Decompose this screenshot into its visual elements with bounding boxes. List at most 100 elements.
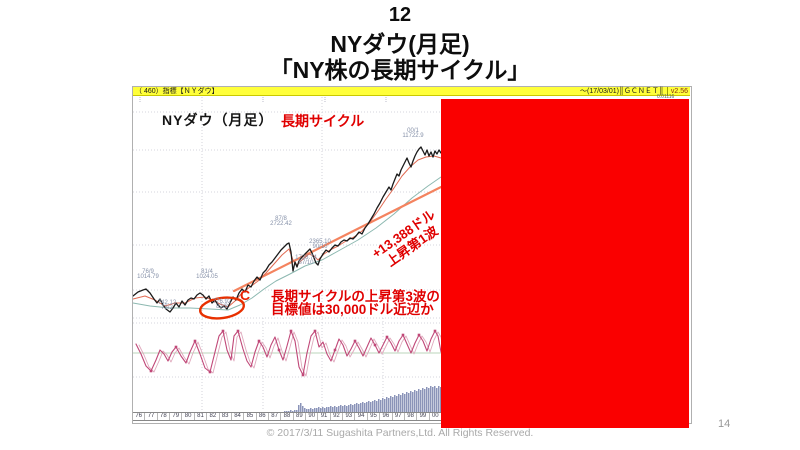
x-axis-year: 85 — [244, 413, 257, 420]
volume-bar — [314, 408, 316, 412]
volume-bar — [416, 391, 418, 412]
oscillator-marker — [257, 339, 261, 343]
volume-bar — [378, 399, 380, 412]
volume-bar — [364, 403, 366, 412]
volume-bar — [420, 390, 422, 412]
volume-bar — [428, 388, 430, 412]
volume-bar — [408, 393, 410, 412]
oscillator-marker — [221, 329, 225, 333]
volume-bar — [412, 392, 414, 412]
x-axis-year: 82 — [207, 413, 220, 420]
volume-bar — [358, 404, 360, 412]
oscillator-marker — [236, 329, 240, 333]
oscillator-marker — [353, 339, 357, 343]
wave3-target-line2: 目標値は30,000ドル近辺か — [271, 301, 434, 317]
volume-bar — [342, 406, 344, 412]
volume-bar — [288, 411, 290, 412]
point-label-1990-low: 2365.10 90/10 — [309, 239, 331, 250]
volume-bar — [366, 402, 368, 412]
oscillator-signal-line — [138, 331, 445, 377]
volume-bar — [400, 395, 402, 412]
volume-bar — [338, 406, 340, 412]
volume-bar — [374, 400, 376, 412]
volume-bar — [380, 400, 382, 412]
volume-bar — [362, 402, 364, 412]
volume-bar — [322, 407, 324, 412]
volume-bar — [376, 401, 378, 412]
oscillator-line — [135, 330, 442, 376]
x-axis-year: 98 — [405, 413, 418, 420]
cycle-bottom-ellipse — [198, 296, 246, 320]
volume-bar — [418, 389, 420, 412]
volume-bar — [334, 406, 336, 412]
x-axis-year: 88 — [281, 413, 294, 420]
volume-bar — [310, 408, 312, 412]
volume-bar — [326, 407, 328, 412]
volume-bar — [360, 403, 362, 412]
volume-bar — [300, 403, 302, 412]
page-number: 14 — [718, 418, 731, 430]
point-label-1978-low: 742.12 78/2 — [157, 300, 177, 311]
x-axis-year: 81 — [195, 413, 208, 420]
oscillator-marker — [174, 345, 178, 349]
volume-bar — [426, 387, 428, 412]
volume-bar — [336, 407, 338, 412]
teal-moving-average — [133, 176, 442, 311]
volume-bar — [438, 386, 440, 412]
volume-bar — [320, 408, 322, 412]
volume-bar — [424, 389, 426, 412]
volume-bar — [286, 411, 288, 412]
volume-bar — [398, 394, 400, 412]
oscillator-marker — [277, 348, 281, 352]
volume-bar — [306, 409, 308, 412]
volume-bar — [392, 397, 394, 412]
chart-title-bar-date-source: ～(17/03/01)║ＧＣＮＥＴ║ — [580, 87, 664, 95]
volume-bar — [352, 405, 354, 412]
volume-bar — [430, 386, 432, 412]
volume-bar — [436, 388, 438, 412]
volume-bar — [344, 405, 346, 412]
oscillator-marker — [208, 370, 212, 374]
copyright-text: © 2017/3/11 Sugashita Partners,Ltd. All … — [266, 427, 534, 439]
volume-bar — [382, 398, 384, 412]
x-axis-year: 79 — [170, 413, 183, 420]
volume-bar — [340, 405, 342, 412]
oscillator-marker — [417, 333, 421, 337]
wave3-target-line1: 長期サイクルの上昇第3波の — [271, 289, 440, 304]
volume-bar — [350, 404, 352, 412]
volume-bar — [434, 386, 436, 412]
point-label-1987-high: 87/8 2722.42 — [270, 216, 292, 227]
wave3-target-annotation: 長期サイクルの上昇第3波の 目標値は30,000ドル近辺か — [271, 289, 440, 317]
oscillator-marker — [149, 369, 153, 373]
volume-bar — [296, 410, 298, 412]
volume-bar — [328, 407, 330, 412]
volume-bar — [324, 408, 326, 412]
volume-bar — [410, 391, 412, 412]
x-axis-year: 96 — [380, 413, 393, 420]
volume-bar — [316, 408, 318, 412]
oscillator-marker — [301, 373, 305, 377]
red-redaction-overlay — [441, 99, 689, 428]
volume-bar — [402, 393, 404, 412]
partially-hidden-value-text: 0.01116 — [657, 94, 675, 100]
volume-bar — [440, 387, 442, 412]
x-axis-year: 90 — [306, 413, 319, 420]
volume-bar — [292, 411, 294, 412]
volume-bar — [298, 405, 300, 412]
x-axis-year-strip: 76 77 78 79 80 81 82 83 84 85 86 87 88 89 90 91 92 93 94 95… — [133, 412, 442, 421]
cycle-point-c-label: C — [240, 287, 251, 303]
point-label-2000-peak: 00/1 11722.9 — [402, 128, 424, 139]
volume-bar — [386, 397, 388, 412]
volume-bar — [368, 401, 370, 412]
series-name-label: NYダウ（月足） — [162, 112, 274, 128]
volume-bar — [284, 411, 286, 412]
volume-bar — [346, 406, 348, 412]
volume-bar — [356, 403, 358, 412]
volume-bar — [370, 402, 372, 412]
x-axis-year: 84 — [232, 413, 245, 420]
oscillator-marker — [385, 335, 389, 339]
slide-title-line1: NYダウ(月足) — [330, 31, 470, 57]
oscillator-marker — [193, 339, 197, 343]
long-cycle-trendline — [232, 185, 443, 293]
